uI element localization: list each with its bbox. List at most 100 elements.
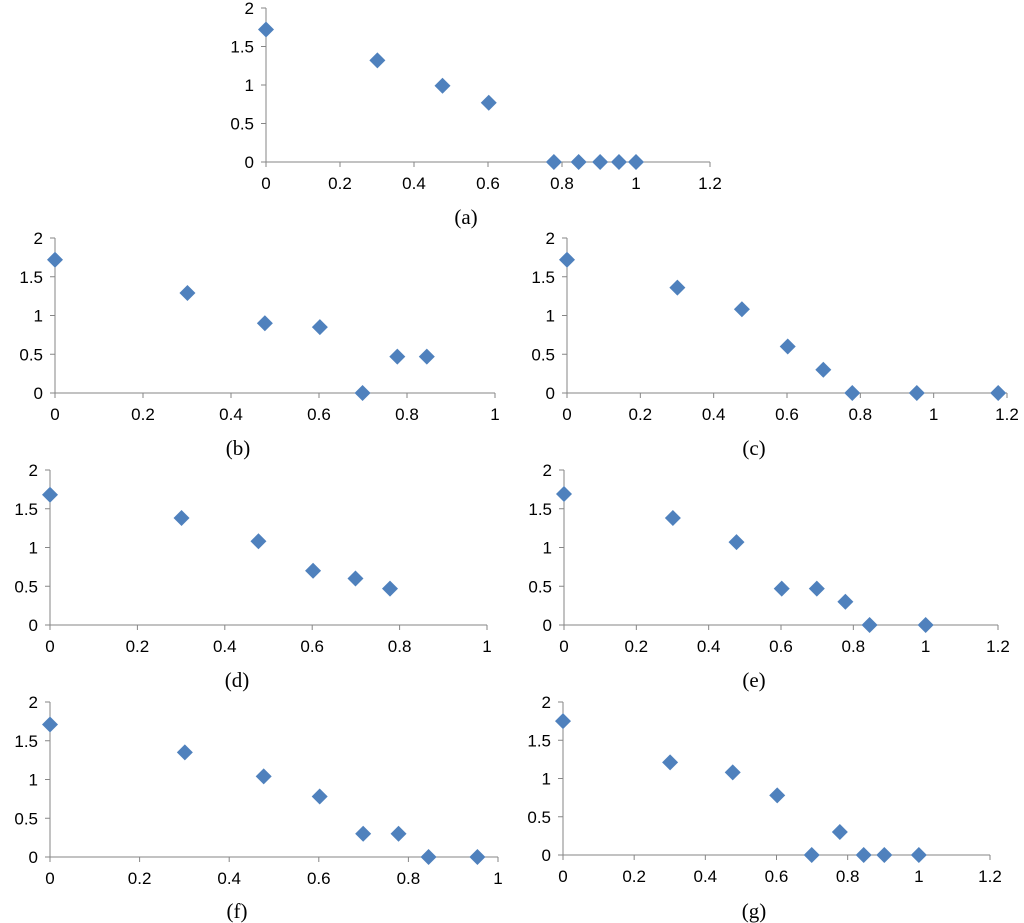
y-tick-label: 2 xyxy=(29,461,38,480)
data-point-diamond xyxy=(176,744,193,761)
data-point-diamond xyxy=(628,154,644,170)
data-point-diamond xyxy=(844,385,861,401)
x-tick-label: 0.8 xyxy=(836,867,860,886)
data-point-diamond xyxy=(555,713,571,730)
chart-panel-b: 0 0.5 1 1.5 2 0 0.2 0.4 0.6 0.8 1 (b) xyxy=(19,229,499,460)
data-point-diamond xyxy=(255,768,272,785)
x-tick-label: 0.2 xyxy=(625,637,649,656)
x-tick-label: 0.6 xyxy=(476,174,500,193)
data-point-diamond xyxy=(381,580,398,597)
y-tick-label: 1 xyxy=(543,539,552,558)
y-tick-label: 0.5 xyxy=(230,115,254,134)
y-tick-label: 0.5 xyxy=(528,577,552,596)
data-point-diamond xyxy=(480,94,497,111)
data-point-diamond xyxy=(418,348,435,365)
data-point-diamond xyxy=(42,486,58,503)
y-tick-label: 1.5 xyxy=(14,732,38,751)
x-tick-label: 0.8 xyxy=(842,637,866,656)
panel-caption: (a) xyxy=(454,205,477,229)
data-point-diamond xyxy=(305,562,322,579)
y-tick-label: 1 xyxy=(542,770,551,789)
x-tick-label: 0.4 xyxy=(694,867,718,886)
x-tick-label: 0.4 xyxy=(702,405,726,424)
data-point-diamond xyxy=(179,285,196,302)
x-tick-label: 1 xyxy=(490,405,499,424)
y-tick-label: 0 xyxy=(543,616,552,635)
data-point-diamond xyxy=(592,154,609,170)
x-tick-label: 0 xyxy=(50,405,59,424)
x-tick-label: 1.2 xyxy=(986,637,1010,656)
y-tick-label: 2 xyxy=(29,693,38,712)
data-point-diamond xyxy=(434,77,451,94)
x-tick-label: 1.2 xyxy=(995,405,1019,424)
x-tick-label: 1 xyxy=(482,637,491,656)
y-tick-label: 1 xyxy=(29,771,38,790)
panel-caption: (d) xyxy=(225,668,250,692)
x-tick-label: 0 xyxy=(45,637,54,656)
y-tick-label: 0 xyxy=(245,153,254,172)
data-point-diamond xyxy=(803,847,820,863)
data-point-diamond xyxy=(861,617,878,633)
x-tick-label: 0.6 xyxy=(307,405,331,424)
y-tick-label: 1.5 xyxy=(14,500,38,519)
x-tick-label: 0.2 xyxy=(126,637,150,656)
x-tick-label: 0.2 xyxy=(131,405,155,424)
x-tick-label: 0.6 xyxy=(307,869,331,888)
data-point-diamond xyxy=(990,385,1007,401)
data-point-diamond xyxy=(556,486,572,503)
data-point-diamond xyxy=(773,580,790,597)
data-point-diamond xyxy=(47,251,63,268)
data-point-diamond xyxy=(420,849,437,865)
panel-caption: (e) xyxy=(742,668,765,692)
data-point-diamond xyxy=(662,754,679,771)
y-tick-label: 1.5 xyxy=(528,500,552,519)
y-tick-label: 1.5 xyxy=(527,731,551,750)
data-point-diamond xyxy=(724,764,741,781)
chart-panel-e: 0 0.5 1 1.5 2 0 0.2 0.4 0.6 0.8 1 1.2 (e) xyxy=(528,461,1009,692)
data-point-diamond xyxy=(311,788,328,805)
x-tick-label: 0.4 xyxy=(217,869,241,888)
data-point-diamond xyxy=(258,21,274,38)
x-tick-label: 0 xyxy=(559,637,568,656)
data-point-diamond xyxy=(173,510,190,527)
data-point-diamond xyxy=(664,510,681,527)
y-tick-label: 0.5 xyxy=(14,809,38,828)
x-tick-label: 0.8 xyxy=(397,869,421,888)
data-point-diamond xyxy=(42,716,58,733)
x-tick-label: 0.4 xyxy=(402,174,426,193)
y-tick-label: 0 xyxy=(542,846,551,865)
x-tick-label: 0.4 xyxy=(697,637,721,656)
data-point-diamond xyxy=(369,52,386,69)
y-tick-label: 1.5 xyxy=(19,268,43,287)
x-tick-label: 1 xyxy=(914,867,923,886)
x-tick-label: 0.6 xyxy=(765,867,789,886)
x-tick-label: 0.6 xyxy=(769,637,793,656)
x-tick-label: 0.4 xyxy=(219,405,243,424)
x-tick-label: 0.6 xyxy=(775,405,799,424)
panel-caption: (f) xyxy=(227,899,248,923)
x-tick-label: 0 xyxy=(45,869,54,888)
x-tick-label: 0 xyxy=(562,405,571,424)
x-tick-label: 0.8 xyxy=(849,405,873,424)
data-point-diamond xyxy=(837,593,854,610)
chart-panel-f: 0 0.5 1 1.5 2 0 0.2 0.4 0.6 0.8 1 (f) xyxy=(14,693,502,923)
chart-panel-c: 0 0.5 1 1.5 2 0 0.2 0.4 0.6 0.8 1 1.2 (c) xyxy=(531,229,1018,460)
data-point-diamond xyxy=(256,315,273,332)
x-tick-label: 0.2 xyxy=(128,869,152,888)
data-point-diamond xyxy=(779,338,796,355)
data-point-diamond xyxy=(769,787,786,804)
x-tick-label: 1 xyxy=(631,174,640,193)
y-tick-label: 2 xyxy=(543,461,552,480)
data-point-diamond xyxy=(545,154,562,170)
data-point-diamond xyxy=(390,825,407,842)
x-tick-label: 0.4 xyxy=(213,637,237,656)
y-tick-label: 1 xyxy=(245,76,254,95)
data-point-diamond xyxy=(831,824,848,841)
chart-panel-a: 0 0.5 1 1.5 2 0 0.2 0.4 0.6 0.8 1 1.2 (a) xyxy=(230,0,721,229)
x-tick-label: 1 xyxy=(929,405,938,424)
data-point-diamond xyxy=(917,617,934,633)
y-tick-label: 2 xyxy=(34,229,43,248)
data-point-diamond xyxy=(610,154,627,170)
y-tick-label: 1 xyxy=(29,539,38,558)
